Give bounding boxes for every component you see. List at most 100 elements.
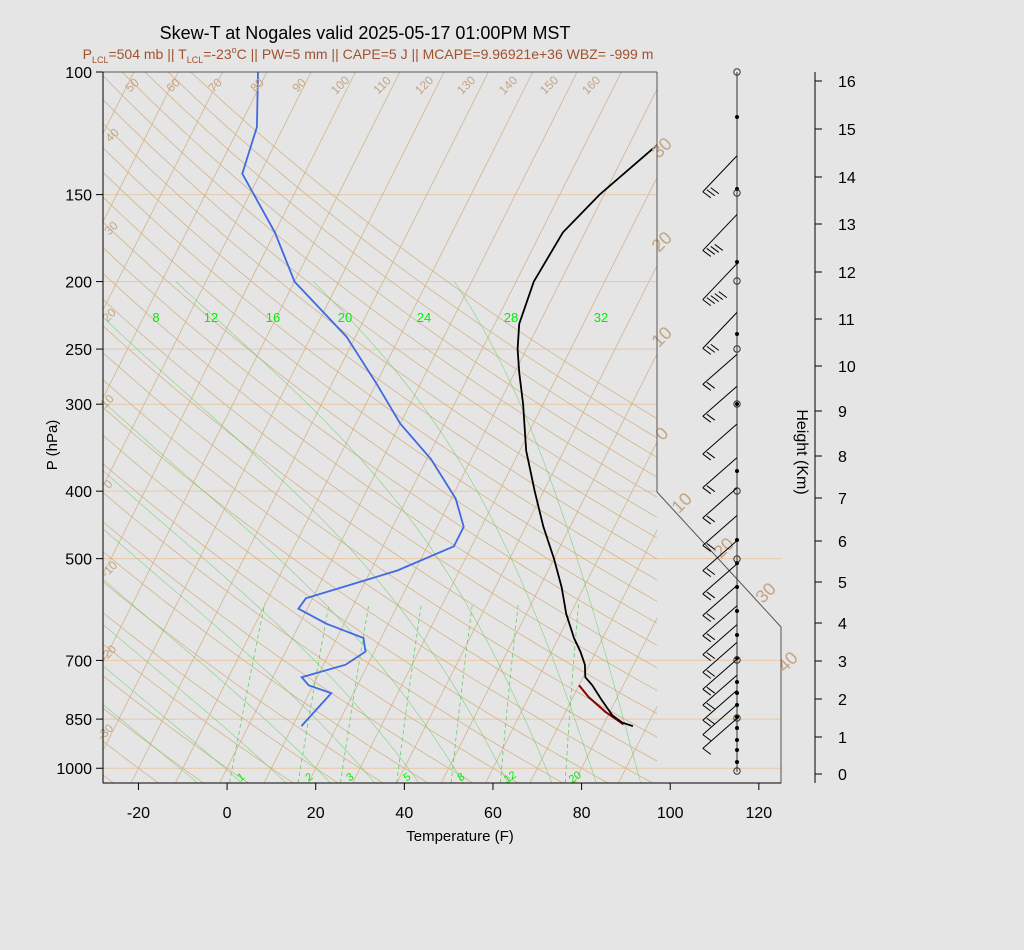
subtitle-t-val: =-23 — [203, 46, 232, 62]
wind-barb-flag — [706, 248, 716, 255]
wind-barb-flag — [706, 413, 716, 421]
wind-barb — [702, 385, 738, 423]
dry-adiabat — [103, 434, 608, 783]
subtitle-t-sup: o — [232, 45, 237, 55]
y-axis-title: P (hPa) — [44, 420, 61, 471]
wind-barb-flag — [702, 719, 712, 727]
x-tick-label: 100 — [657, 805, 684, 822]
wind-barb — [702, 487, 738, 525]
isotherm-label: 10 — [648, 323, 676, 351]
dry-adiabat — [103, 147, 657, 560]
chart-subtitle: PLCL=504 mb || TLCL=-23oC || PW=5 mm || … — [83, 45, 654, 65]
isotherm-label: 10 — [668, 489, 696, 517]
isotherm-label: 10 — [97, 391, 117, 411]
wind-level-dot — [735, 260, 739, 264]
wind-barb-staff — [702, 155, 738, 193]
wind-barb-flag — [702, 545, 712, 552]
dry-adiabat — [103, 406, 653, 783]
wind-barb-staff — [702, 353, 738, 385]
wind-barb — [702, 642, 738, 679]
wind-barb-flag — [702, 593, 712, 601]
dry-adiabat — [103, 171, 657, 581]
mixing-ratio-line — [499, 603, 519, 783]
dry-adiabat — [103, 325, 657, 715]
wind-level-dot — [735, 760, 739, 764]
moist-adiabat-label: 24 — [417, 310, 431, 325]
wind-barb-flag — [706, 652, 716, 660]
moist-adiabat-label: 16 — [266, 310, 280, 325]
wind-barb-flag — [702, 383, 712, 391]
isotherm-label: -10 — [98, 558, 120, 580]
moist-adiabat — [103, 579, 331, 783]
wind-barb-flag — [706, 702, 716, 710]
subtitle-t-sub: LCL — [187, 55, 204, 65]
y-tick-label: 100 — [65, 65, 92, 82]
wind-barb-staff — [702, 605, 738, 637]
dry-adiabat — [0, 72, 24, 783]
dry-adiabat — [121, 72, 657, 478]
wind-barb-flag — [706, 189, 716, 197]
moist-adiabat-label: 28 — [504, 310, 518, 325]
isotherm-line — [103, 72, 135, 135]
dry-adiabat — [103, 675, 249, 783]
mixing-ratio-label: 2 — [303, 771, 315, 784]
isotherm-line — [103, 72, 401, 664]
wind-barb-staff — [702, 674, 738, 706]
wind-barb-flag — [706, 381, 716, 389]
mixing-ratio-label: 20 — [567, 769, 584, 786]
moist-adiabat-label: 32 — [594, 310, 608, 325]
height-tick-label: 12 — [838, 265, 856, 282]
mixing-ratio-label: 12 — [502, 769, 519, 786]
y-axis: 100 150 200 250 300 400 500 700 850 1000 — [56, 65, 104, 783]
wind-barb-flag — [702, 734, 712, 742]
moist-adiabat-label: 12 — [204, 310, 218, 325]
wind-barb-flag — [702, 654, 712, 662]
mixing-ratio-label: 1 — [235, 771, 247, 784]
isotherm-line — [796, 72, 1024, 783]
isotherm-line — [0, 72, 45, 783]
wind-barb — [702, 214, 738, 257]
wind-barb-staff — [702, 263, 738, 300]
wind-barb — [702, 423, 738, 461]
x-tick-label: 60 — [484, 805, 502, 822]
height-tick-label: 14 — [838, 170, 856, 187]
isotherm-line — [751, 72, 1024, 783]
wind-barb-flag — [702, 250, 712, 257]
dry-adiabat — [103, 298, 657, 691]
isotherm-label: 20 — [99, 305, 119, 325]
isotherm-line — [103, 72, 268, 399]
y-tick-label: 150 — [65, 188, 92, 205]
wind-barb-staff — [702, 704, 738, 736]
wind-level-dot — [735, 633, 739, 637]
wind-level-dot — [735, 332, 739, 336]
wind-barb — [702, 457, 738, 495]
moist-adiabat-label: 20 — [338, 310, 352, 325]
y-tick-label: 300 — [65, 397, 92, 414]
dry-adiabat — [103, 463, 564, 783]
height-tick-label: 13 — [838, 217, 856, 234]
isotherm-line — [174, 72, 534, 783]
isotherm-label: 60 — [163, 75, 183, 95]
wind-barb-staff — [702, 585, 738, 616]
wind-level-dot — [735, 402, 739, 406]
y-tick-label: 250 — [65, 342, 92, 359]
isotherm-line — [352, 176, 657, 783]
wind-barb — [702, 155, 738, 199]
wind-barb-staff — [702, 658, 738, 690]
wind-barb — [702, 689, 738, 727]
x-tick-label: 120 — [745, 805, 772, 822]
height-axis-title: Height (Km) — [793, 409, 810, 494]
wind-barb-flag — [710, 187, 720, 195]
dry-adiabat — [103, 521, 474, 783]
mixing-ratio-line — [396, 603, 422, 783]
mixing-ratio-line — [450, 603, 473, 783]
wind-barb-flag — [706, 543, 716, 550]
mixing-ratio-line — [340, 603, 370, 783]
sounding-profiles — [241, 72, 657, 727]
isotherm-line — [440, 352, 657, 783]
dry-adiabat — [103, 612, 339, 783]
wind-barb-flag — [710, 246, 720, 253]
wind-barb-staff — [702, 563, 738, 595]
subtitle-p-val: =504 mb || T — [108, 46, 187, 62]
wind-barb-staff — [702, 423, 738, 455]
